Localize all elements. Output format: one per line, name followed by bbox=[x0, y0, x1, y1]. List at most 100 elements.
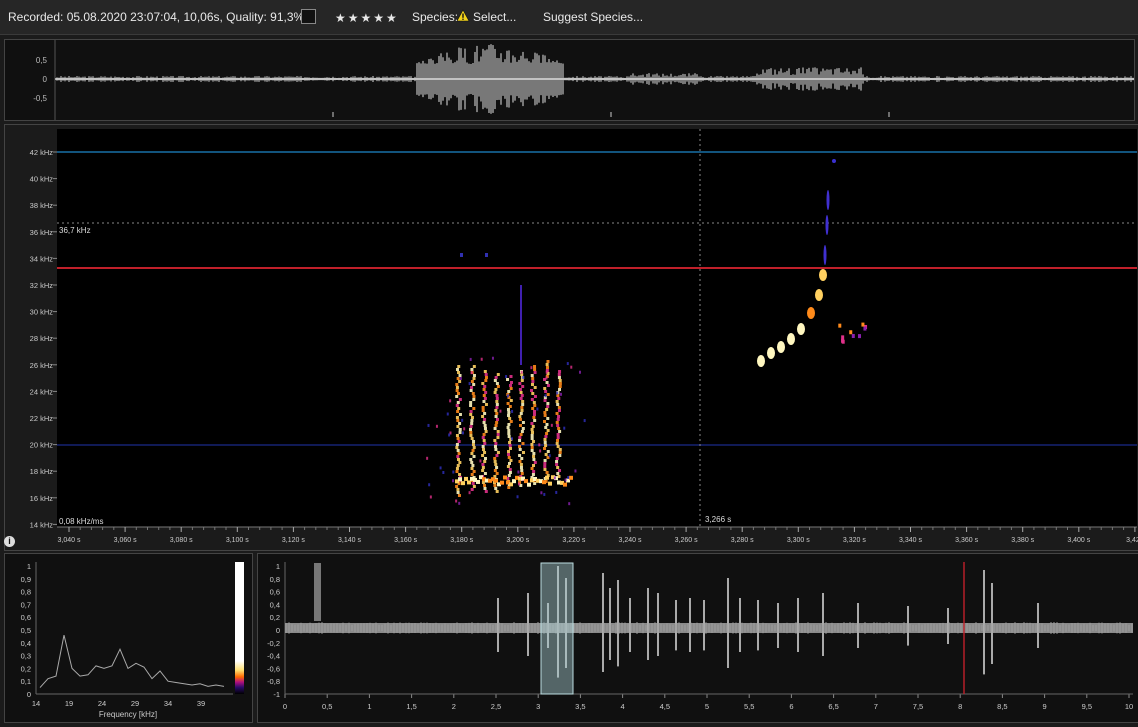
y-tick: 0,5 bbox=[36, 56, 48, 65]
x-tick: 3,260 s bbox=[675, 537, 698, 544]
x-tick: 3,160 s bbox=[394, 537, 417, 544]
cursor-time-label: 3,266 s bbox=[705, 515, 731, 524]
x-tick: 3,280 s bbox=[731, 537, 754, 544]
x-tick: 7 bbox=[874, 702, 878, 711]
x-tick: 3,320 s bbox=[843, 537, 866, 544]
y-tick: 24 kHz bbox=[30, 387, 54, 396]
y-tick: 0,6 bbox=[21, 613, 31, 622]
frequency-spectrum-panel: 1 0,9 0,8 0,7 0,6 0,5 0,4 0,3 0,2 0,1 0 14 19 24 29 34… bbox=[4, 553, 253, 723]
warning-triangle-icon bbox=[456, 9, 470, 25]
x-tick: 1 bbox=[367, 702, 371, 711]
y-tick: -1 bbox=[273, 690, 280, 699]
visible-range-selection[interactable] bbox=[540, 562, 574, 695]
y-tick: -0,5 bbox=[33, 94, 47, 103]
y-tick: 0 bbox=[43, 75, 48, 84]
x-tick: 3,100 s bbox=[226, 537, 249, 544]
y-tick: 16 kHz bbox=[30, 494, 54, 503]
x-tick: 3,360 s bbox=[955, 537, 978, 544]
x-tick: 3,300 s bbox=[787, 537, 810, 544]
y-tick: 26 kHz bbox=[30, 361, 54, 370]
y-tick: 0,3 bbox=[21, 652, 31, 661]
y-tick: 0,8 bbox=[270, 575, 280, 584]
y-tick: 0,1 bbox=[21, 677, 31, 686]
x-tick: 39 bbox=[197, 699, 205, 708]
suggest-species-button[interactable]: Suggest Species... bbox=[543, 10, 644, 24]
y-tick: 1 bbox=[27, 562, 31, 571]
spectrogram-canvas[interactable] bbox=[57, 129, 1137, 527]
y-tick: 0,8 bbox=[21, 588, 31, 597]
y-tick: 38 kHz bbox=[30, 201, 54, 210]
y-tick: 34 kHz bbox=[30, 254, 54, 263]
x-tick: 3,220 s bbox=[562, 537, 585, 544]
info-icon[interactable]: i bbox=[4, 536, 15, 547]
y-tick: -0,6 bbox=[267, 664, 280, 673]
x-tick: 3,380 s bbox=[1011, 537, 1034, 544]
x-tick: 19 bbox=[65, 699, 73, 708]
x-tick: 8,5 bbox=[997, 702, 1007, 711]
x-tick: 0 bbox=[283, 702, 287, 711]
y-tick: 0,7 bbox=[21, 600, 31, 609]
call-energy bbox=[426, 159, 868, 506]
y-tick: 0,6 bbox=[270, 588, 280, 597]
slope-label: 0,08 kHz/ms bbox=[59, 517, 103, 526]
rating-stars[interactable]: ★★★★★ bbox=[335, 11, 399, 25]
y-tick: 0 bbox=[27, 690, 31, 699]
x-tick: 3,5 bbox=[575, 702, 585, 711]
x-tick: 3,040 s bbox=[58, 537, 81, 544]
x-tick: 3,060 s bbox=[114, 537, 137, 544]
x-tick: 3,080 s bbox=[170, 537, 193, 544]
y-tick: 0,5 bbox=[21, 626, 31, 635]
x-tick: 3,200 s bbox=[506, 537, 529, 544]
y-tick: 1 bbox=[276, 562, 280, 571]
x-tick: 8 bbox=[958, 702, 962, 711]
y-tick: 40 kHz bbox=[30, 175, 54, 184]
x-tick: 3,120 s bbox=[282, 537, 305, 544]
x-tick: 3,340 s bbox=[899, 537, 922, 544]
y-tick: 0,9 bbox=[21, 575, 31, 584]
x-tick: 14 bbox=[32, 699, 40, 708]
x-tick: 2,5 bbox=[491, 702, 501, 711]
spectrum-xlabel: Frequency [kHz] bbox=[99, 710, 157, 719]
overview-waveform bbox=[285, 566, 1133, 678]
x-tick: 9 bbox=[1043, 702, 1047, 711]
x-tick: 6,5 bbox=[828, 702, 838, 711]
recording-overview-panel[interactable]: 1 0,8 0,6 0,4 0,2 0 -0,2 -0,4 -0,6 -0,8 -1 0 0,5 1 1,… bbox=[257, 553, 1138, 723]
y-tick: 28 kHz bbox=[30, 334, 54, 343]
y-tick: 0,2 bbox=[270, 613, 280, 622]
species-select[interactable]: Select... bbox=[473, 10, 517, 24]
x-tick: 10 bbox=[1125, 702, 1133, 711]
recording-info: Recorded: 05.08.2020 23:07:04, 10,06s, Q… bbox=[8, 10, 305, 24]
x-tick: 5,5 bbox=[744, 702, 754, 711]
x-tick: 9,5 bbox=[1082, 702, 1092, 711]
y-tick: 14 kHz bbox=[30, 520, 54, 529]
quality-checkbox[interactable] bbox=[301, 9, 316, 24]
y-tick: 36 kHz bbox=[30, 228, 54, 237]
y-tick: 22 kHz bbox=[30, 414, 54, 423]
y-tick: 32 kHz bbox=[30, 281, 54, 290]
x-tick: 3,240 s bbox=[619, 537, 642, 544]
x-tick: 3,140 s bbox=[338, 537, 361, 544]
color-scale-bar bbox=[235, 562, 244, 694]
x-tick: 4 bbox=[621, 702, 625, 711]
spectrum-curve bbox=[39, 635, 225, 688]
x-tick: 6 bbox=[789, 702, 793, 711]
y-tick: -0,2 bbox=[267, 639, 280, 648]
x-tick: 7,5 bbox=[913, 702, 923, 711]
x-tick: 29 bbox=[131, 699, 139, 708]
y-tick: 18 kHz bbox=[30, 467, 54, 476]
cursor-frequency-label: 36,7 kHz bbox=[59, 226, 91, 235]
y-tick: 0,4 bbox=[21, 639, 31, 648]
waveform-overview-top[interactable]: 0,5 0 -0,5 bbox=[4, 39, 1135, 121]
y-tick: 0 bbox=[276, 626, 280, 635]
x-tick: 2 bbox=[452, 702, 456, 711]
x-tick: 3,420 bbox=[1126, 537, 1138, 544]
y-tick: 20 kHz bbox=[30, 441, 54, 450]
x-tick: 34 bbox=[164, 699, 172, 708]
x-tick: 5 bbox=[705, 702, 709, 711]
marker-block bbox=[314, 563, 321, 621]
y-tick: 42 kHz bbox=[30, 148, 54, 157]
x-tick: 3 bbox=[536, 702, 540, 711]
spectrogram-panel[interactable]: 42 kHz 40 kHz 38 kHz 36 kHz 34 kHz 32 kHz 30 k… bbox=[4, 124, 1138, 551]
x-tick: 1,5 bbox=[406, 702, 416, 711]
y-tick: -0,8 bbox=[267, 677, 280, 686]
